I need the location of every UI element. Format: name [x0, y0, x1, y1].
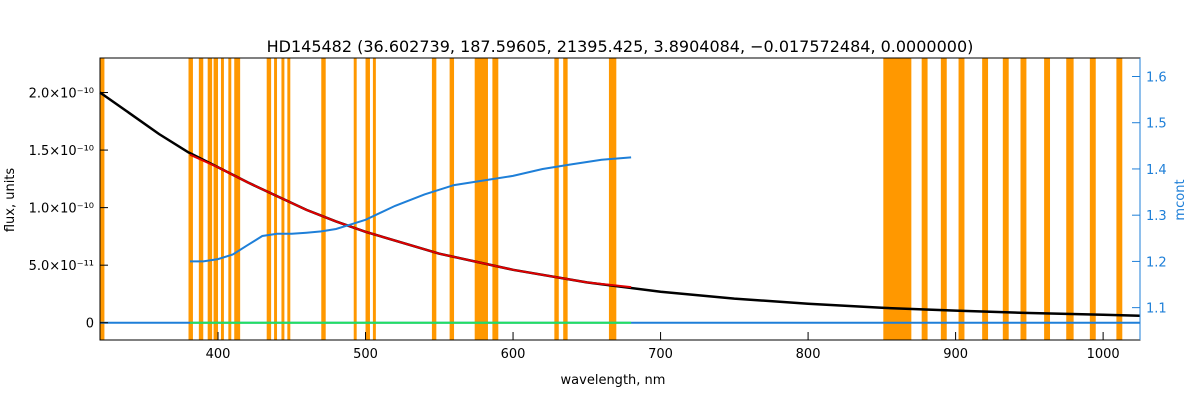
mask-band-2: [198, 58, 204, 340]
y2-tick-label: 1.4: [1146, 163, 1167, 178]
x-axis-label: wavelength, nm: [561, 373, 666, 388]
y2-axis-ticks: 1.1 1.2 1.3 1.4 1.5 1.6: [1132, 70, 1167, 317]
mask-band-28: [1002, 58, 1009, 340]
mask-band-20: [554, 58, 559, 340]
y2-tick-label: 1.2: [1146, 255, 1167, 270]
x-tick-label: 900: [943, 347, 968, 362]
y2-tick-label: 1.3: [1146, 209, 1167, 224]
mask-band-8: [266, 58, 272, 340]
y-axis-ticks: 0 5.0×10⁻¹¹ 1.0×10⁻¹⁰ 1.5×10⁻¹⁰ 2.0×10⁻¹⁰: [29, 87, 108, 332]
mask-band-7: [234, 58, 241, 340]
mask-band-17: [449, 58, 455, 340]
mask-band-22: [608, 58, 617, 340]
mask-band-19: [492, 58, 499, 340]
mask-band-33: [1116, 58, 1123, 340]
mask-band-23: [883, 58, 912, 340]
mask-band-32: [1089, 58, 1096, 340]
mask-band-16: [431, 58, 437, 340]
chart-title: HD145482 (36.602739, 187.59605, 21395.42…: [267, 37, 974, 56]
mask-band-31: [1066, 58, 1074, 340]
mask-band-12: [321, 58, 326, 340]
mask-band-1: [188, 58, 193, 340]
mask-band-18: [474, 58, 488, 340]
mask-band-3: [207, 58, 213, 340]
mask-band-11: [287, 58, 291, 340]
x-tick-label: 800: [796, 347, 821, 362]
y-tick-label: 1.0×10⁻¹⁰: [29, 202, 94, 217]
mask-band-25: [940, 58, 947, 340]
series-lines: [99, 91, 1141, 324]
y-axis-label: flux, units: [3, 168, 18, 233]
mask-band-27: [982, 58, 989, 340]
mask-band-30: [1044, 58, 1051, 340]
x-tick-label: 1000: [1087, 347, 1120, 362]
mask-band-6: [228, 58, 232, 340]
y2-tick-label: 1.1: [1146, 302, 1167, 317]
mask-band-14: [365, 58, 370, 340]
x-tick-label: 500: [353, 347, 378, 362]
mask-band-4: [213, 58, 219, 340]
y-tick-label: 1.5×10⁻¹⁰: [29, 144, 94, 159]
x-tick-label: 400: [206, 347, 231, 362]
y-tick-label: 5.0×10⁻¹¹: [29, 259, 94, 274]
y2-axis-label: mcont: [1173, 179, 1188, 220]
mask-band-5: [220, 58, 224, 340]
mask-band-9: [274, 58, 278, 340]
mask-band-15: [372, 58, 376, 340]
series-line-2: [190, 156, 632, 263]
mask-bands: [100, 58, 1123, 340]
mask-band-21: [563, 58, 568, 340]
mask-band-26: [958, 58, 965, 340]
mask-band-0: [100, 58, 105, 340]
x-tick-label: 700: [648, 347, 673, 362]
y-tick-label: 0: [86, 317, 94, 332]
x-tick-label: 600: [501, 347, 526, 362]
x-axis-ticks: 400 500 600 700 800 900 1000: [206, 332, 1120, 362]
mask-band-13: [353, 58, 357, 340]
series-line-1: [189, 153, 632, 289]
mask-band-29: [1020, 58, 1027, 340]
y-tick-label: 2.0×10⁻¹⁰: [29, 87, 94, 102]
y2-tick-label: 1.6: [1146, 70, 1167, 85]
y2-tick-label: 1.5: [1146, 117, 1167, 132]
mask-band-24: [921, 58, 928, 340]
